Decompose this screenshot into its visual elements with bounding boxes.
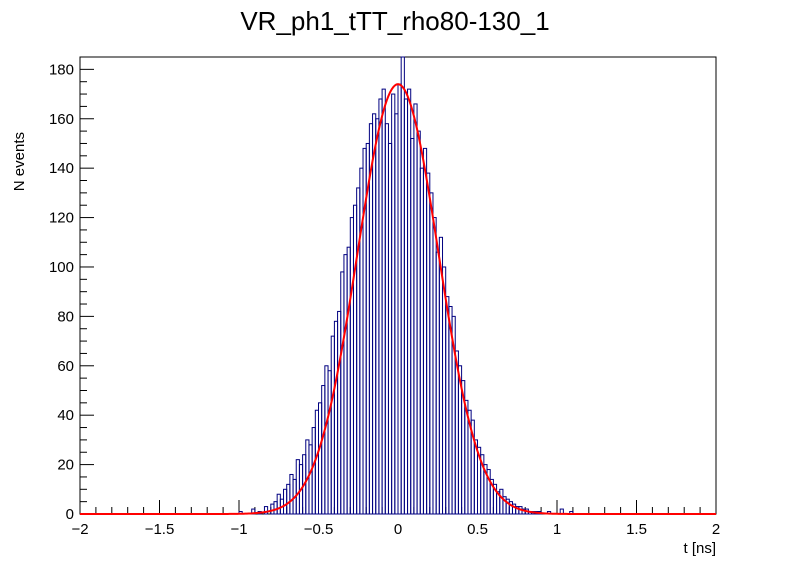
y-tick-label: 140: [49, 160, 74, 177]
x-tick-label: −0.5: [304, 521, 334, 538]
x-tick-label: −1.5: [145, 521, 175, 538]
y-axis-title: N events: [11, 132, 28, 191]
y-tick-label: 160: [49, 111, 74, 128]
x-axis-title: t [ns]: [683, 540, 716, 557]
x-tick-label: −2: [71, 521, 88, 538]
y-tick-label: 0: [66, 506, 74, 523]
histogram-bin: [263, 506, 269, 515]
x-axis: −2 −1.5 −1 −0.5 0 0.5 1 1.5 2: [71, 500, 720, 538]
gaussian-fit-curve: [80, 83, 716, 515]
x-tick-label: 0: [394, 521, 402, 538]
histogram-series: [238, 56, 574, 515]
x-tick-label: 2: [712, 521, 720, 538]
y-tick-label: 100: [49, 259, 74, 276]
gaussian-fit-series: [80, 83, 716, 515]
y-tick-label: 80: [57, 308, 74, 325]
y-tick-label: 20: [57, 457, 74, 474]
x-tick-label: −1: [230, 521, 247, 538]
y-tick-label: 40: [57, 407, 74, 424]
x-tick-label: 0.5: [467, 521, 488, 538]
chart-title: VR_ph1_tTT_rho80-130_1: [240, 6, 549, 36]
y-axis: 0 20 40 60 80 100 120 140 160 180: [49, 56, 94, 523]
y-tick-label: 180: [49, 61, 74, 78]
x-tick-label: 1: [553, 521, 561, 538]
x-tick-label: 1.5: [626, 521, 647, 538]
y-tick-label: 60: [57, 358, 74, 375]
y-tick-label: 120: [49, 210, 74, 227]
